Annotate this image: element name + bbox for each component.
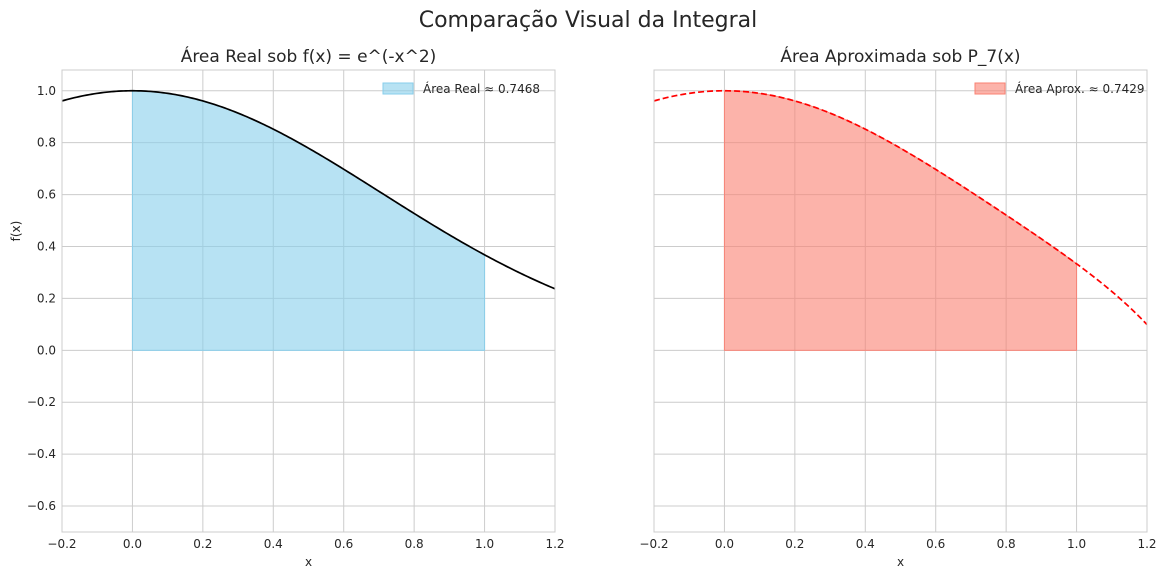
x-axis-label: x xyxy=(897,555,904,569)
legend-label: Área Aprox. ≈ 0.7429 xyxy=(1015,81,1145,96)
y-tick-label: −0.6 xyxy=(27,499,56,513)
y-axis-label: f(x) xyxy=(9,221,23,242)
x-tick-label: 1.2 xyxy=(545,537,564,551)
y-tick-label: 0.2 xyxy=(37,291,56,305)
chart-title: Área Real sob f(x) = e^(-x^2) xyxy=(181,45,437,67)
x-tick-label: 0.4 xyxy=(856,537,875,551)
x-tick-label: 0.4 xyxy=(264,537,283,551)
x-tick-label: 0.8 xyxy=(997,537,1016,551)
x-tick-label: 0.8 xyxy=(405,537,424,551)
x-tick-label: 0.6 xyxy=(926,537,945,551)
filled-area xyxy=(723,90,1078,351)
figure-suptitle: Comparação Visual da Integral xyxy=(419,8,758,33)
x-tick-label: 1.0 xyxy=(1067,537,1086,551)
axes-frame xyxy=(653,69,1148,533)
y-tick-label: 0.0 xyxy=(37,343,56,357)
chart-left: −0.2 0.0 0.2 0.4 0.6 0.8 1.0 1.2 −0.6 −0.4 −0.2 0.0… xyxy=(9,45,565,569)
x-tick-label: −0.2 xyxy=(47,537,76,551)
y-tick-label: 0.4 xyxy=(37,239,56,253)
y-tick-label: 0.8 xyxy=(37,136,56,150)
function-curve xyxy=(62,89,555,290)
chart-title: Área Aproximada sob P_7(x) xyxy=(780,45,1020,67)
x-tick-label: 1.0 xyxy=(475,537,494,551)
x-axis-label: x xyxy=(305,555,312,569)
x-tick-label: 1.2 xyxy=(1137,537,1156,551)
legend-swatch xyxy=(974,82,1006,95)
legend-swatch xyxy=(382,82,414,95)
y-tick-label: −0.4 xyxy=(27,447,56,461)
function-curve xyxy=(654,89,1147,326)
axes-frame xyxy=(61,69,556,533)
x-tick-label: 0.2 xyxy=(785,537,804,551)
filled-area xyxy=(131,90,486,351)
x-tick-label: −0.2 xyxy=(639,537,668,551)
legend: Área Aprox. ≈ 0.7429 xyxy=(974,81,1145,96)
legend-label: Área Real ≈ 0.7468 xyxy=(423,81,540,96)
x-tick-label: 0.0 xyxy=(715,537,734,551)
y-tick-label: −0.2 xyxy=(27,395,56,409)
y-tick-label: 0.6 xyxy=(37,188,56,202)
legend: Área Real ≈ 0.7468 xyxy=(382,81,540,96)
x-tick-label: 0.0 xyxy=(123,537,142,551)
chart-right: −0.2 0.0 0.2 0.4 0.6 0.8 1.0 1.2 Área Aproximada… xyxy=(639,45,1156,569)
x-tick-label: 0.6 xyxy=(334,537,353,551)
y-tick-label: 1.0 xyxy=(37,84,56,98)
x-tick-label: 0.2 xyxy=(193,537,212,551)
